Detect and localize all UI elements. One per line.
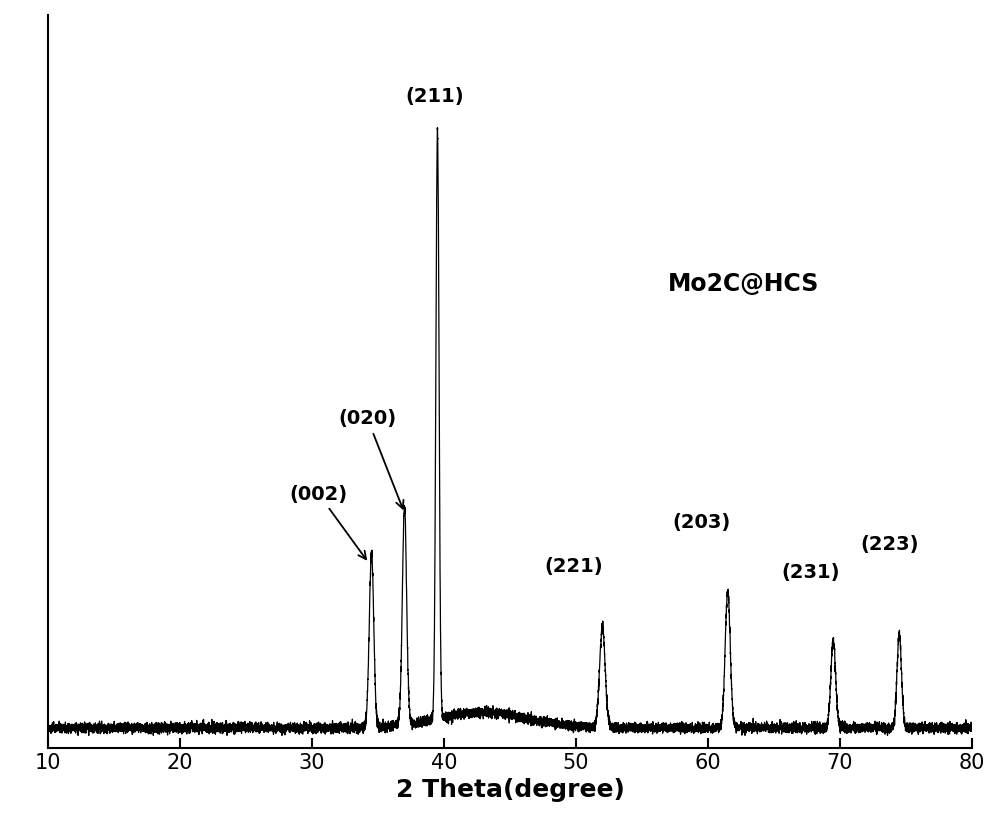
Text: (223): (223) [861, 535, 919, 554]
Text: (002): (002) [290, 485, 366, 560]
Text: (203): (203) [672, 513, 730, 532]
Text: (231): (231) [782, 563, 840, 582]
Text: (221): (221) [544, 556, 603, 575]
Text: Mo2C@HCS: Mo2C@HCS [668, 273, 820, 296]
X-axis label: 2 Theta(degree): 2 Theta(degree) [396, 778, 624, 802]
Text: (020): (020) [338, 409, 404, 509]
Text: (211): (211) [406, 87, 464, 106]
